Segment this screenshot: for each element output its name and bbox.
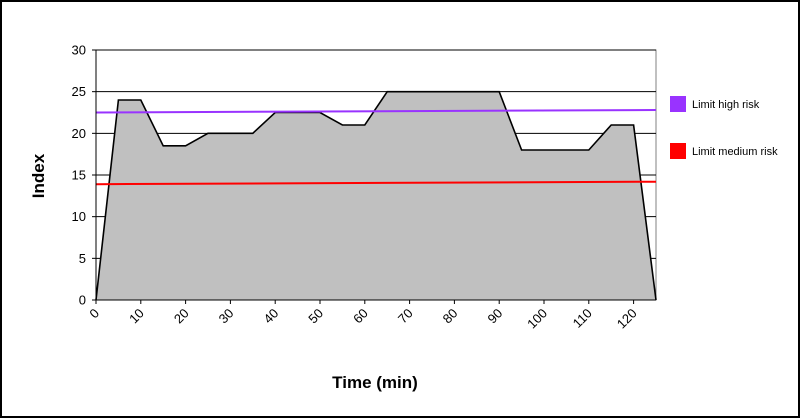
y-tick-label-30: 30	[72, 43, 86, 58]
legend-swatch-1	[670, 143, 686, 159]
y-tick-label-10: 10	[72, 209, 86, 224]
x-tick-label-90: 90	[484, 306, 505, 327]
x-tick-label-70: 70	[395, 306, 416, 327]
series-line-2	[95, 180, 657, 186]
x-tick-label-50: 50	[305, 306, 326, 327]
x-tick-label-40: 40	[260, 306, 281, 327]
y-tick-label-20: 20	[72, 126, 86, 141]
x-tick-label-110: 110	[570, 306, 595, 331]
axes	[92, 49, 656, 304]
x-tick-label-60: 60	[350, 306, 371, 327]
x-tick-label-0: 0	[86, 306, 102, 322]
x-tick-label-30: 30	[216, 306, 237, 327]
x-tick-label-80: 80	[440, 306, 461, 327]
legend-label-1: Limit medium risk	[692, 146, 778, 158]
x-tick-label-10: 10	[126, 306, 147, 327]
y-axis-title: Index	[29, 153, 48, 198]
y-tick-label-0: 0	[79, 293, 86, 308]
y-tick-label-5: 5	[79, 251, 86, 266]
y-tick-label-15: 15	[72, 168, 86, 183]
y-tick-label-25: 25	[72, 84, 86, 99]
x-axis-title: Time (min)	[332, 373, 418, 392]
x-tick-label-120: 120	[614, 306, 640, 332]
y-tick-labels: 0 5 10 15 20 25 30	[72, 43, 86, 308]
x-tick-label-100: 100	[524, 306, 550, 332]
limit-lines	[95, 109, 657, 186]
legend-swatch-0	[670, 96, 686, 112]
legend-label-0: Limit high risk	[692, 99, 760, 111]
area-outline	[95, 90, 657, 301]
x-tick-labels: 0 10 20 30 40 50 60 70 80 90 100 110 120	[86, 306, 639, 332]
x-tick-label-20: 20	[171, 306, 192, 327]
legend: Limit high risk Limit medium risk	[670, 96, 778, 159]
area-series	[95, 90, 657, 301]
area-fill	[96, 91, 656, 300]
series-line-1	[95, 109, 657, 114]
